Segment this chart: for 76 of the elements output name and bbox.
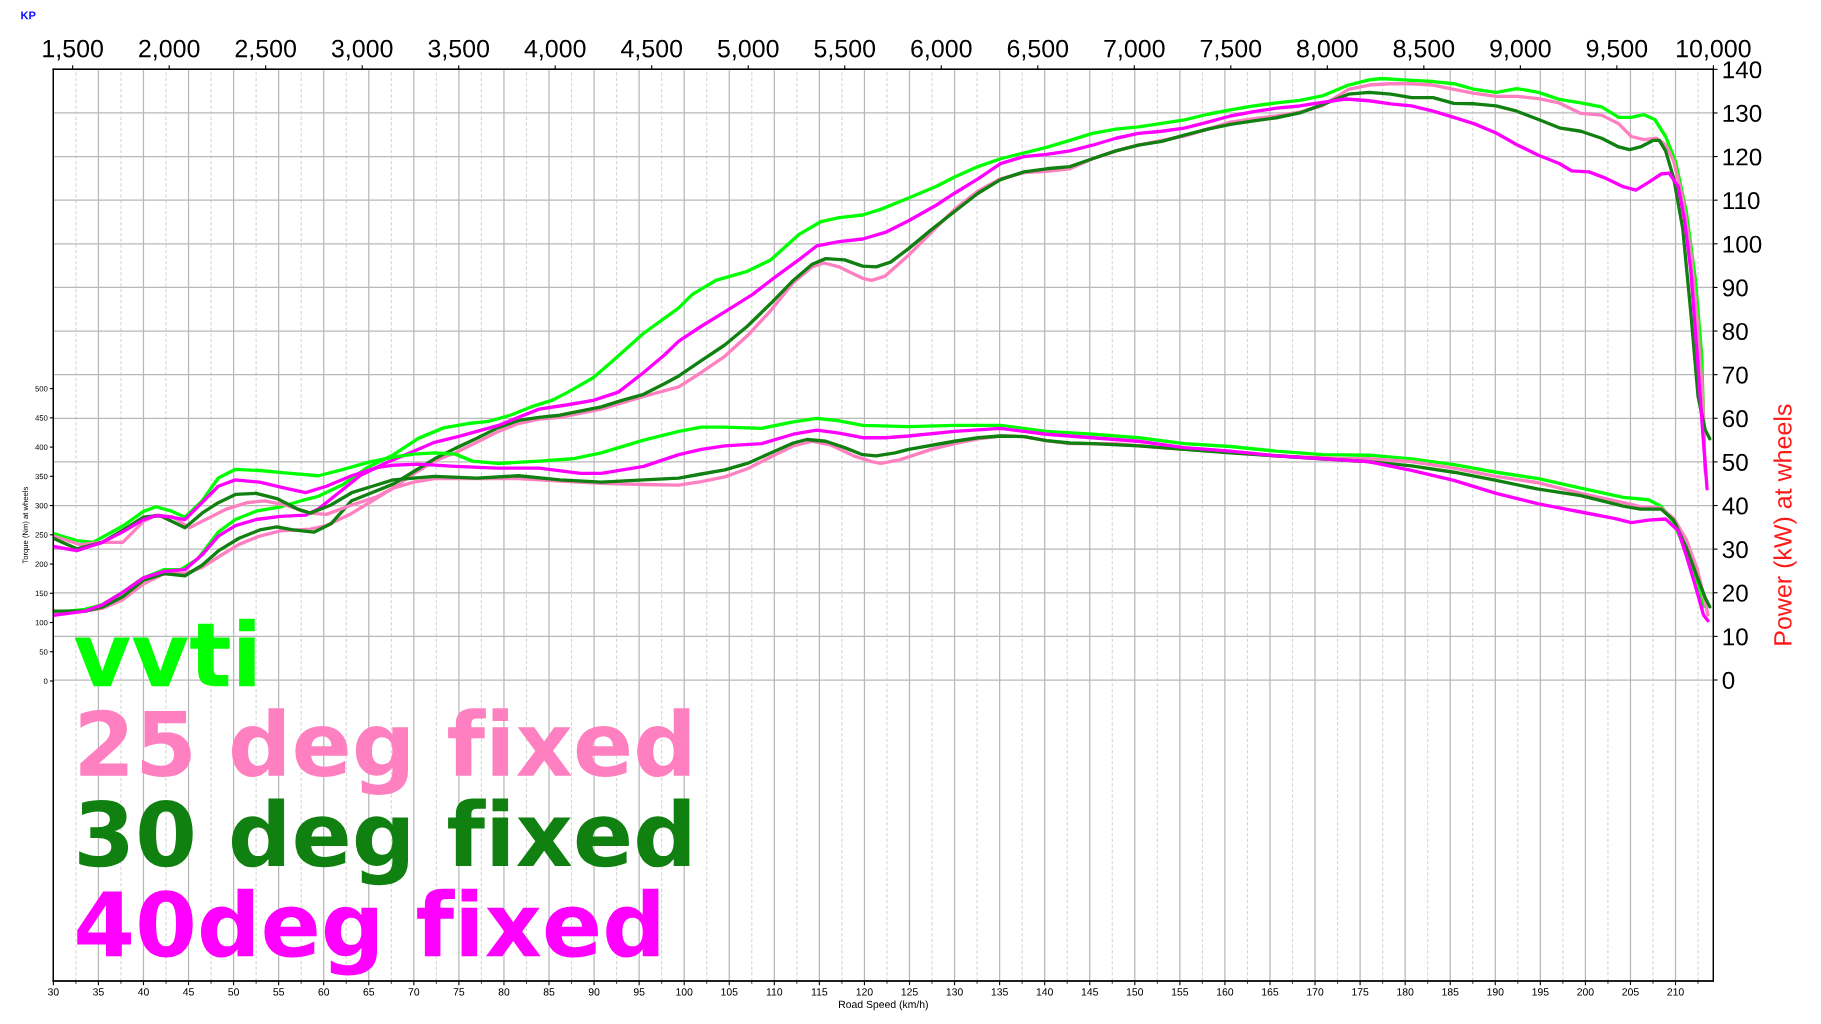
x-tick-label: 35 [93, 988, 104, 996]
x-tick-label: 65 [363, 988, 375, 996]
x-tick-label: 195 [1532, 988, 1549, 996]
x2-tick-label: 2,000 [139, 39, 200, 61]
x2-tick-label: 4,000 [524, 39, 586, 61]
x-tick-label: 125 [901, 988, 918, 996]
text: 30 deg fixed [79, 798, 690, 886]
y2-tick-label: 140 [1723, 61, 1762, 79]
x2-tick-label: 10,000 [1677, 39, 1751, 61]
x-tick-label: 115 [811, 988, 828, 996]
x-tick-label: 85 [543, 988, 555, 996]
x-tick-label: 30 [47, 988, 59, 996]
x-tick-label: 110 [766, 988, 783, 996]
y2-tick-label: 60 [1722, 410, 1748, 428]
x2-tick-label: 7,500 [1200, 39, 1262, 61]
x-tick-label: 190 [1487, 988, 1504, 996]
x-tick-label: 90 [588, 988, 600, 996]
x-tick-label: 75 [453, 988, 465, 996]
text: KP [21, 11, 36, 20]
x2-tick-label: 7,000 [1104, 39, 1165, 61]
text: 40deg fixed [77, 888, 659, 976]
x2-tick-label: 6,000 [911, 39, 972, 61]
x-tick-label: 55 [273, 988, 285, 996]
x2-tick-label: 8,000 [1297, 39, 1358, 61]
x2-tick-label: 2,500 [235, 39, 296, 61]
x-tick-label: 150 [1126, 988, 1144, 996]
x-tick-label: 165 [1262, 988, 1279, 996]
x2-tick-label: 4,500 [621, 39, 683, 61]
x-tick-label: 160 [1217, 988, 1234, 996]
y2-tick-label: 90 [1722, 279, 1748, 297]
x-axis-title: Road Speed (km/h) [839, 1000, 928, 1011]
x-tick-label: 70 [408, 988, 420, 996]
x-tick-label: 170 [1307, 988, 1324, 996]
x-tick-label: 145 [1081, 988, 1098, 996]
y2-tick-label: 10 [1723, 628, 1748, 646]
x2-tick-label: 5,500 [814, 39, 876, 61]
y2-tick-label: 100 [1723, 235, 1762, 253]
x2-tick-label: 3,000 [331, 39, 393, 61]
x-tick-label: 140 [1036, 988, 1053, 996]
y2-tick-label: 120 [1723, 148, 1762, 166]
y2-tick-label: 110 [1723, 192, 1760, 210]
y2-tick-label: 30 [1722, 540, 1748, 559]
x-tick-label: 130 [946, 988, 963, 996]
y2-tick-label: 50 [1722, 453, 1748, 471]
x-tick-label: 210 [1667, 988, 1684, 996]
x2-tick-label: 5,000 [717, 39, 779, 61]
y2-tick-label: 40 [1722, 497, 1748, 515]
y2-tick-label: 80 [1722, 322, 1748, 341]
x-tick-label: 105 [721, 988, 738, 996]
x2-tick-label: 9,000 [1490, 39, 1551, 61]
x-tick-label: 80 [498, 988, 510, 996]
x-tick-label: 135 [991, 988, 1008, 996]
x-tick-label: 120 [856, 988, 873, 996]
x2-tick-label: 3,500 [428, 39, 490, 61]
y2-tick-label: 20 [1722, 584, 1748, 602]
y2-tick-label: 130 [1723, 104, 1762, 122]
x-tick-label: 45 [182, 988, 194, 996]
x-tick-label: 155 [1171, 988, 1189, 996]
x2-tick-label: 9,500 [1586, 39, 1648, 61]
x-tick-label: 200 [1577, 988, 1594, 996]
y2-tick-label: 70 [1722, 366, 1748, 384]
x2-tick-label: 1,500 [43, 39, 103, 61]
x-tick-label: 40 [137, 988, 149, 996]
x-tick-label: 50 [228, 988, 239, 996]
x-tick-label: 95 [633, 988, 645, 996]
series-label: vvti [74, 618, 255, 687]
x-tick-label: 100 [676, 988, 693, 996]
y2-tick-label: 0 [1722, 671, 1735, 690]
x2-tick-label: 8,500 [1393, 39, 1455, 61]
x2-tick-label: 6,500 [1007, 39, 1069, 61]
x-tick-label: 60 [318, 988, 330, 996]
x-tick-label: 185 [1442, 988, 1459, 996]
x-tick-label: 205 [1622, 988, 1639, 996]
y2-axis-title: Power (kW) at wheels [1773, 404, 1797, 645]
x-tick-label: 175 [1352, 988, 1369, 996]
x-tick-label: 180 [1397, 988, 1414, 996]
